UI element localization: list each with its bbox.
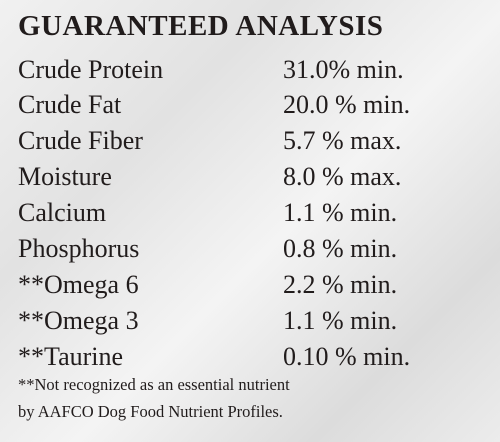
footnote-line: **Not recognized as an essential nutrien… [18,375,290,394]
nutrient-name: Calcium [18,198,107,227]
nutrient-name: Crude Fat [18,90,122,119]
nutrient-value: 8.0 % max. [283,162,402,191]
nutrient-value: 0.10 % min. [283,342,411,371]
nutrient-value: 2.2 % min. [283,270,398,299]
nutrient-value: 5.7 % max. [283,126,402,155]
nutrient-value: 1.1 % min. [283,306,398,335]
title: GUARANTEED ANALYSIS [18,10,384,42]
nutrient-value: 20.0 % min. [283,90,411,119]
nutrient-name: **Omega 6 [18,270,139,299]
footnote-line: by AAFCO Dog Food Nutrient Profiles. [18,402,283,421]
nutrient-name: Moisture [18,162,112,191]
nutrient-name: Crude Protein [18,55,164,84]
nutrient-name: Phosphorus [18,234,140,263]
nutrient-name: **Omega 3 [18,306,139,335]
nutrient-name: **Taurine [18,342,124,371]
nutrient-value: 1.1 % min. [283,198,398,227]
nutrient-value: 31.0% min. [283,55,404,84]
nutrient-name: Crude Fiber [18,126,143,155]
nutrient-value: 0.8 % min. [283,234,398,263]
